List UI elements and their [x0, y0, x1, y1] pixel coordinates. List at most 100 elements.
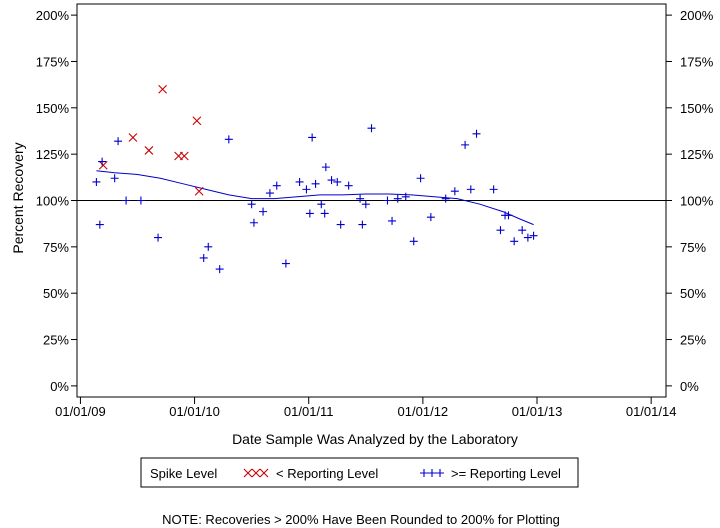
legend-box [140, 457, 579, 488]
legend-x-marker [243, 468, 253, 478]
point-at-or-above-reporting-level [518, 226, 527, 235]
legend-plus-marker [420, 469, 428, 477]
point-at-or-above-reporting-level [199, 253, 208, 262]
point-at-or-above-reporting-level [265, 189, 274, 198]
y-tick-label-left: 50% [43, 286, 69, 301]
point-at-or-above-reporting-level [204, 242, 213, 251]
point-at-or-above-reporting-level [426, 213, 435, 222]
y-tick-label-right: 100% [680, 194, 714, 209]
point-at-or-above-reporting-level [416, 174, 425, 183]
point-at-or-above-reporting-level [461, 140, 470, 149]
point-below-reporting-level [98, 160, 108, 170]
point-at-or-above-reporting-level [110, 174, 119, 183]
point-at-or-above-reporting-level [472, 129, 481, 138]
point-below-reporting-level [194, 186, 204, 196]
point-at-or-above-reporting-level [295, 177, 304, 186]
point-at-or-above-reporting-level [92, 177, 101, 186]
trend-line [96, 170, 534, 226]
y-tick-label-right: 150% [680, 101, 714, 116]
y-tick-label-right: 200% [680, 8, 714, 23]
point-at-or-above-reporting-level [249, 218, 258, 227]
legend: Spike Level < Reporting Level >= Reporti… [140, 457, 579, 488]
data-points [92, 84, 538, 274]
point-at-or-above-reporting-level [344, 181, 353, 190]
point-at-or-above-reporting-level [281, 259, 290, 268]
point-at-or-above-reporting-level [356, 194, 365, 203]
legend-marker-at-or-above-reporting [420, 469, 444, 477]
y-tick-label-left: 175% [36, 54, 70, 69]
point-at-or-above-reporting-level [441, 194, 450, 203]
y-tick-label-left: 125% [36, 147, 70, 162]
y-tick-label-left: 150% [36, 101, 70, 116]
point-at-or-above-reporting-level [529, 231, 538, 240]
point-at-or-above-reporting-level [320, 209, 329, 218]
point-at-or-above-reporting-level [302, 185, 311, 194]
point-at-or-above-reporting-level [401, 192, 410, 201]
y-tick-label-left: 0% [50, 379, 69, 394]
y-tick-label-left: 200% [36, 8, 70, 23]
y-tick-label-left: 75% [43, 240, 69, 255]
y-axis-ticks: 0% 0% 25% 25% 50% 50% 75% 75% 100% 100% 125% 125% 15… [36, 8, 714, 394]
legend-label-at-or-above-reporting: >= Reporting Level [451, 466, 561, 481]
y-tick-label-right: 125% [680, 147, 714, 162]
point-at-or-above-reporting-level [215, 265, 224, 274]
y-tick-label-right: 75% [680, 240, 706, 255]
point-at-or-above-reporting-level [361, 200, 370, 209]
point-at-or-above-reporting-level [311, 179, 320, 188]
point-at-or-above-reporting-level [510, 237, 519, 246]
point-below-reporting-level [192, 116, 202, 126]
point-at-or-above-reporting-level [388, 216, 397, 225]
point-below-reporting-level [128, 133, 138, 142]
legend-plus-marker [436, 469, 444, 477]
x-tick-label: 01/01/12 [398, 404, 449, 419]
point-at-or-above-reporting-level [504, 211, 513, 220]
y-tick-label-right: 50% [680, 286, 706, 301]
point-below-reporting-level [179, 151, 189, 161]
x-tick-label: 01/01/09 [55, 404, 106, 419]
point-at-or-above-reporting-level [154, 233, 163, 242]
legend-x-marker [251, 468, 261, 478]
point-at-or-above-reporting-level [259, 207, 268, 216]
point-at-or-above-reporting-level [393, 194, 402, 203]
y-tick-label-left: 25% [43, 333, 69, 348]
x-axis-ticks: 01/01/09 01/01/10 01/01/11 01/01/12 01/01/13… [55, 397, 676, 419]
legend-x-marker [259, 468, 269, 478]
point-at-or-above-reporting-level [336, 220, 345, 229]
trend-line-layer [96, 170, 534, 226]
y-tick-label-right: 0% [680, 379, 699, 394]
point-at-or-above-reporting-level [122, 196, 131, 205]
y-tick-label-right: 175% [680, 54, 714, 69]
x-tick-label: 01/01/13 [512, 404, 563, 419]
point-at-or-above-reporting-level [450, 187, 459, 196]
point-at-or-above-reporting-level [247, 200, 256, 209]
point-at-or-above-reporting-level [489, 185, 498, 194]
point-at-or-above-reporting-level [317, 200, 326, 209]
point-at-or-above-reporting-level [333, 177, 342, 186]
legend-title: Spike Level [150, 466, 217, 481]
point-at-or-above-reporting-level [523, 233, 532, 242]
point-at-or-above-reporting-level [114, 137, 123, 146]
point-below-reporting-level [158, 84, 167, 94]
point-at-or-above-reporting-level [321, 163, 330, 172]
point-at-or-above-reporting-level [383, 196, 392, 205]
point-at-or-above-reporting-level [305, 209, 314, 218]
point-at-or-above-reporting-level [136, 196, 145, 205]
x-tick-label: 01/01/11 [284, 404, 334, 419]
x-axis-title: Date Sample Was Analyzed by the Laborato… [232, 431, 518, 447]
legend-plus-marker [428, 469, 436, 477]
x-tick-label: 01/01/10 [169, 404, 220, 419]
y-tick-label-left: 100% [36, 194, 70, 209]
legend-marker-below-reporting [243, 468, 269, 478]
point-at-or-above-reporting-level [409, 237, 418, 246]
legend-label-below-reporting: < Reporting Level [276, 466, 378, 481]
point-at-or-above-reporting-level [367, 124, 376, 133]
point-at-or-above-reporting-level [496, 226, 505, 235]
point-at-or-above-reporting-level [308, 133, 317, 142]
point-at-or-above-reporting-level [224, 135, 233, 144]
point-at-or-above-reporting-level [272, 181, 281, 190]
y-tick-label-right: 25% [680, 333, 706, 348]
point-at-or-above-reporting-level [466, 185, 475, 194]
point-at-or-above-reporting-level [95, 220, 104, 229]
point-at-or-above-reporting-level [98, 157, 107, 166]
